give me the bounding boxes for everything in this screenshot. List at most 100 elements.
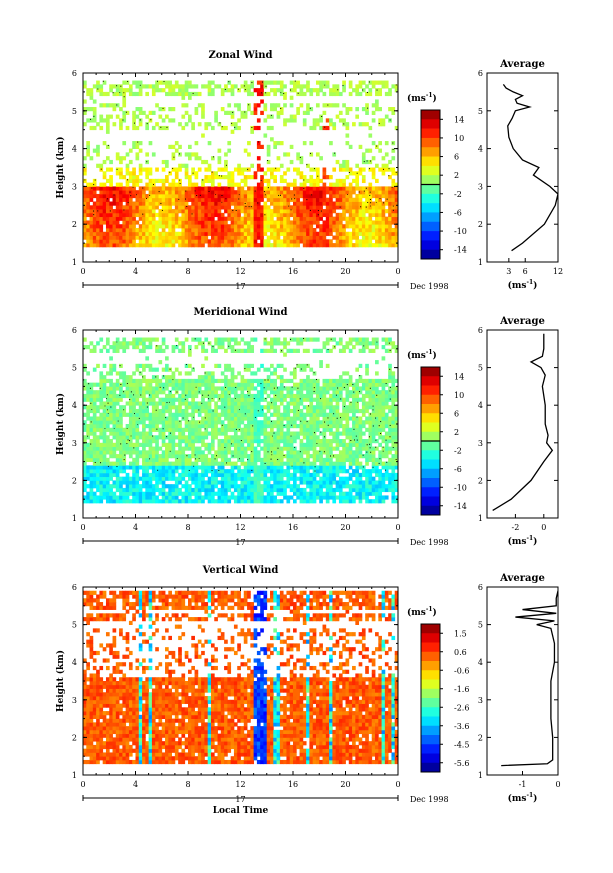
heatmap-cell: [105, 216, 110, 221]
heatmap-cell: [286, 201, 291, 206]
heatmap-cell: [214, 408, 218, 414]
heatmap-cell: [135, 472, 140, 478]
heatmap-cell: [132, 341, 136, 346]
heatmap-cell: [92, 216, 97, 221]
heatmap-cell: [283, 171, 287, 176]
heatmap-cell: [332, 220, 337, 225]
heatmap-cell: [207, 484, 212, 489]
heatmap-cell: [217, 205, 222, 210]
heatmap-cell: [148, 337, 153, 342]
heatmap-cell: [148, 472, 153, 478]
heatmap-cell: [293, 386, 297, 391]
heatmap-cell: [220, 484, 225, 489]
heatmap-cell: [83, 167, 87, 172]
heatmap-cell: [148, 220, 153, 225]
heatmap-cell: [201, 375, 205, 380]
heatmap-cell: [342, 239, 346, 244]
heatmap-cell: [283, 239, 287, 244]
heatmap-cell: [358, 186, 363, 191]
heatmap-cell: [224, 461, 228, 466]
heatmap-cell: [171, 107, 176, 112]
heatmap-cell: [112, 216, 117, 221]
y-tick-label: 2: [72, 220, 77, 229]
heatmap-cell: [296, 220, 300, 225]
contour-dot: [324, 126, 326, 128]
heatmap-cell: [122, 220, 127, 225]
contour-dot: [363, 161, 365, 163]
heatmap-cell: [220, 465, 225, 470]
heatmap-cell: [286, 212, 291, 218]
heatmap-cell: [194, 461, 199, 466]
heatmap-cell: [181, 231, 186, 236]
heatmap-cell: [201, 405, 205, 410]
heatmap-cell: [138, 190, 143, 195]
heatmap-cell: [109, 382, 113, 387]
heatmap-cell: [237, 209, 241, 214]
heatmap-cell: [204, 337, 209, 342]
heatmap-cell: [378, 118, 382, 123]
heatmap-cell: [299, 220, 304, 225]
heatmap-cell: [161, 472, 166, 478]
heatmap-cell: [253, 491, 258, 496]
heatmap-cell: [132, 446, 136, 451]
heatmap-cell: [188, 231, 192, 236]
heatmap-cell: [109, 390, 113, 395]
heatmap-cell: [214, 193, 218, 199]
heatmap-cell: [207, 178, 212, 184]
heatmap-cell: [92, 382, 97, 387]
heatmap-cell: [115, 156, 120, 161]
heatmap-cell: [210, 495, 215, 500]
heatmap-cell: [250, 382, 255, 387]
heatmap-cell: [135, 390, 140, 395]
heatmap-cell: [279, 216, 284, 221]
heatmap-cell: [89, 405, 94, 410]
heatmap-cell: [270, 212, 274, 218]
heatmap-cell: [227, 178, 232, 184]
heatmap-cell: [217, 193, 222, 199]
heatmap-cell: [227, 201, 232, 206]
heatmap-cell: [86, 201, 90, 206]
heatmap-cell: [122, 345, 127, 350]
heatmap-cell: [96, 363, 100, 368]
heatmap-cell: [263, 243, 268, 248]
heatmap-cell: [217, 175, 222, 180]
heatmap-cell: [204, 239, 209, 244]
heatmap-cell: [224, 446, 228, 451]
heatmap-cell: [86, 465, 90, 470]
heatmap-cell: [276, 397, 281, 402]
heatmap-cell: [247, 345, 251, 350]
colorbar-swatch: [421, 165, 440, 176]
heatmap-cell: [358, 220, 363, 225]
heatmap-cell: [142, 243, 146, 248]
heatmap-cell: [286, 416, 291, 421]
heatmap-cell: [214, 424, 218, 429]
contour-dot: [218, 469, 220, 471]
contour-dot: [208, 398, 210, 400]
heatmap-cell: [256, 480, 261, 485]
heatmap-cell: [230, 243, 235, 248]
heatmap-cell: [217, 450, 222, 455]
heatmap-cell: [119, 412, 123, 417]
heatmap-cell: [279, 363, 284, 368]
heatmap-cell: [83, 454, 87, 459]
heatmap-cell: [135, 205, 140, 210]
heatmap-cell: [247, 435, 251, 440]
heatmap-cell: [217, 224, 222, 229]
heatmap-cell: [309, 197, 314, 202]
heatmap-cell: [233, 454, 238, 459]
heatmap-cell: [92, 393, 97, 399]
heatmap-cell: [237, 239, 241, 244]
heatmap-cell: [115, 487, 120, 493]
heatmap-cell: [96, 243, 100, 248]
heatmap-cell: [306, 197, 310, 202]
heatmap-cell: [279, 224, 284, 229]
heatmap-cell: [273, 439, 277, 444]
contour-dot: [199, 421, 201, 423]
heatmap-cell: [214, 224, 218, 229]
contour-dot: [248, 206, 250, 208]
contour-dot: [157, 469, 159, 471]
heatmap-cell: [178, 209, 182, 214]
heatmap-cell: [132, 450, 136, 455]
heatmap-cell: [273, 178, 277, 184]
heatmap-cell: [273, 193, 277, 199]
